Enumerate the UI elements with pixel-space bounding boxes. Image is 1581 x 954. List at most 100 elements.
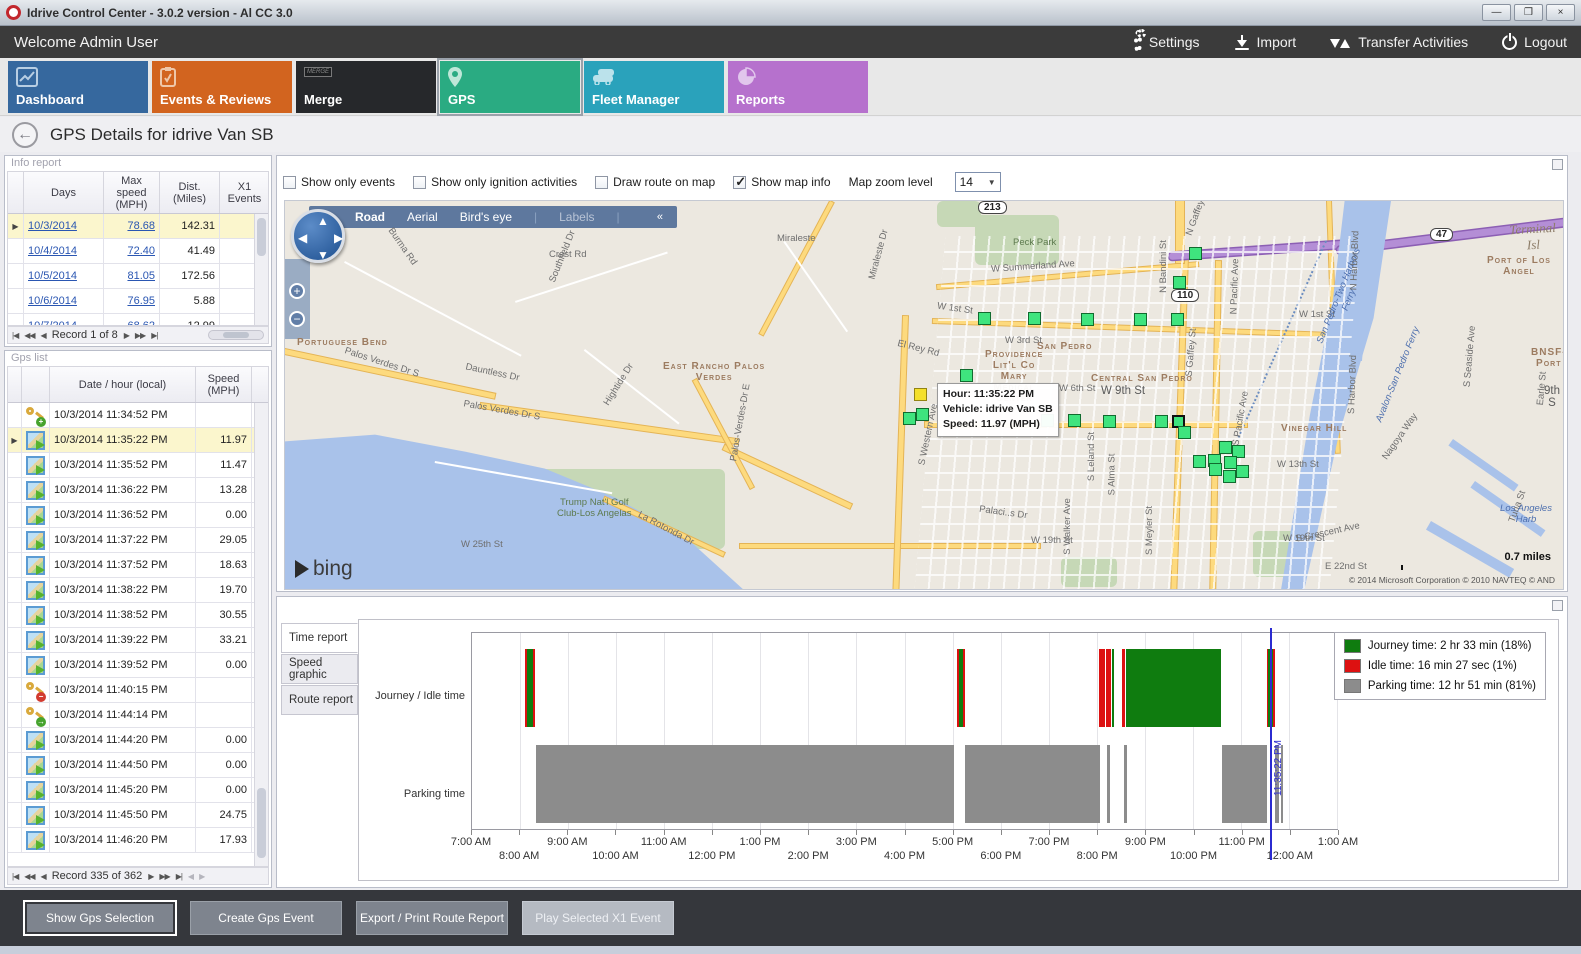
map-panel-collapse-icon[interactable] (1552, 159, 1563, 170)
gps-table-row[interactable]: 10/3/2014 11:45:20 PM 0.00 (8, 778, 268, 803)
create-gps-event-button[interactable]: Create Gps Event (190, 901, 342, 935)
gps-marker[interactable] (1103, 415, 1116, 428)
selected-gps-marker[interactable] (914, 388, 927, 401)
gps-table-row[interactable]: 10/3/2014 11:36:52 PM 0.00 (8, 503, 268, 528)
gps-table-row[interactable]: 10/3/2014 11:35:52 PM 11.47 (8, 453, 268, 478)
tab-gps[interactable]: GPS (437, 57, 583, 116)
col-x1-events[interactable]: X1 Events (220, 172, 268, 213)
gps-marker[interactable] (1236, 465, 1249, 478)
gps-marker[interactable] (1223, 470, 1236, 483)
tab-merge[interactable]: MERGE Merge (296, 60, 436, 113)
gps-table-row[interactable]: ▶ 10/3/2014 11:35:22 PM 11.97 (8, 428, 268, 453)
gps-marker[interactable] (1068, 414, 1081, 427)
gps-table-row[interactable]: 10/3/2014 11:39:22 PM 33.21 (8, 628, 268, 653)
gps-table-row[interactable]: 10/3/2014 11:36:22 PM 13.28 (8, 478, 268, 503)
map-toolbar-collapse-button[interactable]: « (656, 211, 663, 223)
gps-marker[interactable] (1134, 313, 1147, 326)
gps-marker[interactable] (1232, 445, 1245, 458)
gps-table-row[interactable]: 10/3/2014 11:45:50 PM 24.75 (8, 803, 268, 828)
gps-marker[interactable] (1171, 313, 1184, 326)
show-gps-selection-button[interactable]: Show Gps Selection (24, 901, 176, 935)
pager-first-button[interactable]: |◀ (12, 330, 19, 340)
gps-table-row[interactable]: 10/3/2014 11:44:50 PM 0.00 (8, 753, 268, 778)
gps-marker[interactable] (1155, 415, 1168, 428)
gps-table-row[interactable]: → 10/3/2014 11:44:14 PM (8, 703, 268, 728)
map-zoom-dropdown[interactable]: 14 ▼ (954, 172, 1001, 192)
pan-right-icon[interactable]: ▶ (334, 231, 344, 245)
info-vertical-scrollbar[interactable] (254, 214, 268, 325)
gps-table-row[interactable]: 10/3/2014 11:44:20 PM 0.00 (8, 728, 268, 753)
pager-prev-button[interactable]: ◀ (40, 330, 47, 340)
back-button[interactable]: ← (12, 121, 38, 148)
gps-marker[interactable] (1209, 463, 1222, 476)
gps-marker[interactable] (916, 408, 929, 421)
map-compass-control[interactable]: ▲ ▼ ◀ ▶ (291, 209, 345, 263)
pager-next-button[interactable]: ▶ (123, 330, 130, 340)
close-button[interactable]: × (1546, 4, 1575, 21)
logout-button[interactable]: Logout (1502, 32, 1567, 50)
checkbox-show-map-info[interactable]: Show map info (733, 174, 831, 190)
map-type-labels[interactable]: Labels (559, 210, 595, 224)
pager-next-button[interactable]: ▶ (148, 871, 154, 881)
gps-marker[interactable] (1219, 441, 1232, 454)
import-button[interactable]: Import (1234, 34, 1296, 51)
gps-marker[interactable] (960, 369, 973, 382)
tab-speed-graphic[interactable]: Speed graphic (281, 654, 358, 684)
gps-table-row[interactable]: 10/3/2014 11:37:22 PM 29.05 (8, 528, 268, 553)
tab-fleet-manager[interactable]: Fleet Manager (584, 60, 724, 113)
col-max-speed[interactable]: Max speed (MPH) (104, 172, 160, 213)
pager-fast-prev-button[interactable]: ◀◀ (24, 871, 35, 881)
pan-up-icon[interactable]: ▲ (317, 214, 329, 228)
pan-left-icon[interactable]: ◀ (298, 231, 308, 245)
gps-table-row[interactable]: +10/3/2014 11:34:52 PM (8, 403, 268, 428)
checkbox-draw-route[interactable]: Draw route on map (595, 175, 715, 189)
gps-table-row[interactable]: 10/3/2014 11:46:20 PM 17.93 (8, 828, 268, 853)
pager-fast-prev-button[interactable]: ◀◀ (24, 330, 35, 340)
gps-marker[interactable] (978, 312, 991, 325)
tab-events-reviews[interactable]: Events & Reviews (152, 60, 292, 113)
gps-marker[interactable] (903, 412, 916, 425)
tab-reports[interactable]: Reports (728, 60, 868, 113)
pan-down-icon[interactable]: ▼ (317, 248, 329, 262)
info-table-row[interactable]: 10/5/2014 81.05 172.56 (8, 264, 268, 289)
gps-table-row[interactable]: 10/3/2014 11:38:52 PM 30.55 (8, 603, 268, 628)
gps-marker[interactable] (1178, 426, 1191, 439)
gps-table-row[interactable]: 10/3/2014 11:38:22 PM 19.70 (8, 578, 268, 603)
gps-table-row[interactable]: 10/3/2014 11:39:52 PM 0.00 (8, 653, 268, 678)
gps-table-row[interactable]: 10/3/2014 11:37:52 PM 18.63 (8, 553, 268, 578)
chart-panel-collapse-icon[interactable] (1552, 600, 1563, 611)
col-dist[interactable]: Dist. (Miles) (160, 172, 220, 213)
info-table-row[interactable]: ▶ 10/3/2014 78.68 142.31 (8, 214, 268, 239)
tab-dashboard[interactable]: Dashboard (8, 60, 148, 113)
bing-map[interactable]: Road Aerial Bird's eye | Labels | « ▲ ▼ … (284, 200, 1564, 590)
gps-marker[interactable] (1081, 313, 1094, 326)
pager-right-arrow[interactable]: ▶ (199, 871, 205, 881)
maximize-button[interactable]: ❒ (1514, 4, 1543, 21)
gps-marker[interactable] (1173, 276, 1186, 289)
zoom-in-button[interactable]: + (289, 283, 305, 299)
gps-table-row[interactable]: −10/3/2014 11:40:15 PM (8, 678, 268, 703)
gps-marker[interactable] (1193, 455, 1206, 468)
tab-time-report[interactable]: Time report (281, 623, 358, 653)
pager-prev-button[interactable]: ◀ (40, 871, 47, 881)
pager-left-arrow[interactable]: ◀ (187, 871, 194, 881)
info-table-row[interactable]: 10/4/2014 72.40 41.49 (8, 239, 268, 264)
gps-marker[interactable] (1224, 456, 1237, 469)
pager-first-button[interactable]: |◀ (12, 871, 19, 881)
pager-fast-next-button[interactable]: ▶▶ (134, 330, 146, 340)
gps-marker[interactable] (1028, 312, 1041, 325)
gps-vertical-scrollbar[interactable] (254, 403, 268, 866)
settings-button[interactable]: Settings (1133, 29, 1200, 54)
export-print-route-report-button[interactable]: Export / Print Route Report (356, 901, 508, 935)
checkbox-show-only-events[interactable]: Show only events (283, 175, 395, 189)
pager-last-button[interactable]: ▶| (151, 330, 158, 340)
pager-fast-next-button[interactable]: ▶▶ (159, 871, 170, 881)
zoom-out-button[interactable]: − (289, 311, 305, 327)
col-speed[interactable]: Speed (MPH) (196, 367, 252, 402)
pager-last-button[interactable]: ▶| (175, 871, 183, 881)
col-datetime[interactable]: Date / hour (local) (50, 367, 196, 402)
info-table-row[interactable]: 10/7/2014 68.62 12.99 (8, 314, 268, 325)
transfer-activities-button[interactable]: Transfer Activities (1330, 34, 1468, 51)
col-days[interactable]: Days (24, 172, 104, 213)
info-table-row[interactable]: 10/6/2014 76.95 5.88 (8, 289, 268, 314)
